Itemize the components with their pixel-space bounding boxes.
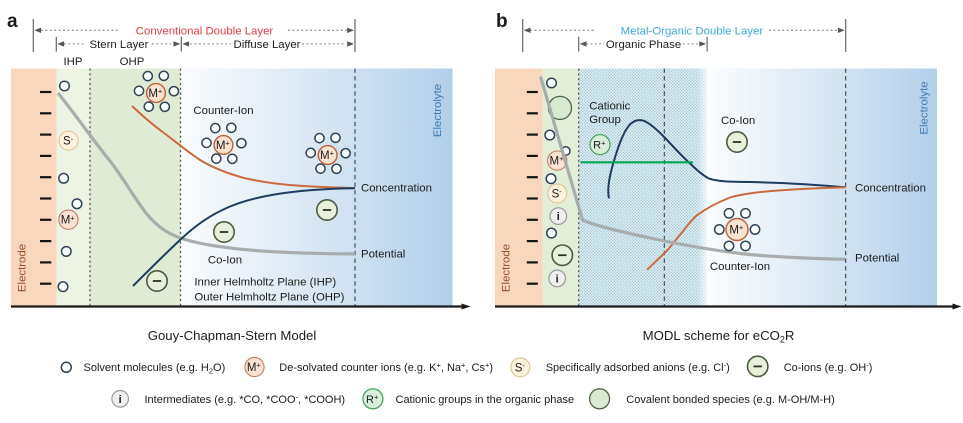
svg-text:a: a <box>7 11 18 32</box>
svg-text:Concentration: Concentration <box>855 183 926 195</box>
svg-text:Specifically adsorbed anions (: Specifically adsorbed anions (e.g. Cl-) <box>546 361 730 374</box>
svg-text:Organic Phase: Organic Phase <box>606 39 681 51</box>
svg-text:Cationic groups in the organic: Cationic groups in the organic phase <box>396 394 575 406</box>
svg-text:Covalent bonded species (e.g.: Covalent bonded species (e.g. M-OH/M-H) <box>626 394 834 406</box>
svg-text:Outer Helmholtz Plane (OHP): Outer Helmholtz Plane (OHP) <box>194 292 344 304</box>
svg-text:Potential: Potential <box>855 253 899 265</box>
svg-text:Electrolyte: Electrolyte <box>432 84 444 137</box>
svg-text:Co-ions (e.g. OH-): Co-ions (e.g. OH-) <box>784 361 873 374</box>
svg-text:Electrode: Electrode <box>16 244 28 292</box>
svg-text:Stern Layer: Stern Layer <box>90 39 149 51</box>
svg-text:Metal-Organic Double Layer: Metal-Organic Double Layer <box>621 25 764 37</box>
svg-text:Co-Ion: Co-Ion <box>721 115 755 127</box>
svg-text:Cationic: Cationic <box>589 100 630 112</box>
svg-text:Co-Ion: Co-Ion <box>208 255 242 267</box>
svg-text:Group: Group <box>589 114 621 126</box>
svg-text:Diffuse Layer: Diffuse Layer <box>234 39 301 51</box>
svg-text:Counter-Ion: Counter-Ion <box>710 261 770 273</box>
svg-text:De-solvated counter ions (e.g.: De-solvated counter ions (e.g. K+, Na+, … <box>279 361 493 374</box>
svg-text:Concentration: Concentration <box>361 183 432 195</box>
svg-text:Conventional Double Layer: Conventional Double Layer <box>136 25 274 37</box>
svg-text:MODL scheme for eCO2R: MODL scheme for eCO2R <box>643 328 795 345</box>
svg-text:b: b <box>496 11 508 32</box>
svg-text:Solvent molecules (e.g. H2O): Solvent molecules (e.g. H2O) <box>84 362 226 376</box>
svg-text:Potential: Potential <box>361 249 405 261</box>
svg-text:Counter-Ion: Counter-Ion <box>193 105 253 117</box>
svg-text:Intermediates (e.g. *CO, *COO-: Intermediates (e.g. *CO, *COO-, *COOH) <box>145 393 346 406</box>
svg-text:Electrode: Electrode <box>501 244 513 292</box>
svg-text:IHP: IHP <box>64 56 83 68</box>
svg-text:Gouy-Chapman-Stern Model: Gouy-Chapman-Stern Model <box>148 328 317 343</box>
svg-text:Electrolyte: Electrolyte <box>919 81 931 134</box>
svg-text:OHP: OHP <box>120 56 145 68</box>
svg-text:Inner Helmholtz Plane (IHP): Inner Helmholtz Plane (IHP) <box>194 277 336 289</box>
